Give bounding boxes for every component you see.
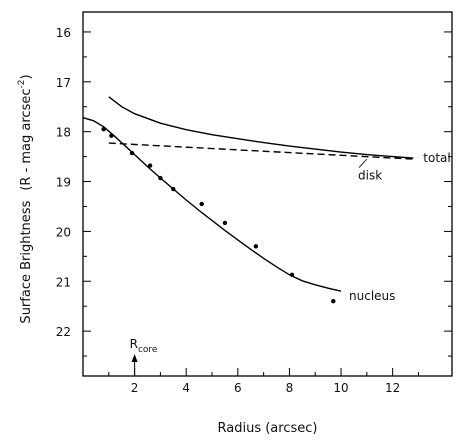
y-axis-label-units: (R - mag arcsec xyxy=(19,88,34,190)
series-label-disk: disk xyxy=(358,169,382,183)
data-point xyxy=(147,163,153,168)
annotations: total disk nucleus Rcore xyxy=(130,151,451,376)
tick-labels: 2 4 6 8 10 12 16 17 18 19 20 21 22 xyxy=(56,26,401,395)
y-axis-label: Surface Brightness (R - mag arcsec-2) xyxy=(17,74,34,323)
data-point xyxy=(101,126,106,132)
y-tick-label: 21 xyxy=(56,275,71,289)
x-tick-label: 8 xyxy=(286,381,294,395)
data-point xyxy=(253,244,259,249)
series-line-total xyxy=(108,96,414,159)
data-points xyxy=(101,126,336,304)
y-axis-label-main: Surface Brightness xyxy=(19,200,34,323)
series-line-nucleus xyxy=(82,117,342,292)
data-point xyxy=(199,201,204,207)
x-tick-label: 10 xyxy=(333,381,348,395)
y-tick-label: 20 xyxy=(56,225,71,239)
series-lines xyxy=(82,96,414,292)
data-point xyxy=(222,220,228,226)
y-tick-label: 16 xyxy=(56,26,71,40)
y-tick-label: 18 xyxy=(56,126,71,140)
plot-frame xyxy=(82,11,453,377)
axis-ticks xyxy=(83,31,452,376)
y-axis-label-units-sup: -2 xyxy=(17,80,27,89)
rcore-arrow-head xyxy=(131,354,138,362)
x-tick-label: 12 xyxy=(385,381,400,395)
y-tick-label: 22 xyxy=(56,325,71,339)
series-line-disk xyxy=(108,142,414,160)
series-label-total: total xyxy=(423,151,450,165)
rcore-label-main: R xyxy=(130,337,138,351)
series-label-nucleus: nucleus xyxy=(349,289,395,303)
disk-leader-line xyxy=(358,158,368,168)
x-tick-label: 6 xyxy=(234,381,242,395)
y-axis-label-units-close: ) xyxy=(19,74,34,79)
rcore-label: Rcore xyxy=(130,337,158,355)
x-axis-label: Radius (arcsec) xyxy=(218,421,318,436)
data-point xyxy=(158,175,163,181)
data-point xyxy=(289,272,295,277)
y-tick-label: 19 xyxy=(56,176,71,190)
data-point xyxy=(331,299,336,304)
x-tick-label: 4 xyxy=(182,381,190,395)
x-tick-label: 2 xyxy=(131,381,139,395)
rcore-label-sub: core xyxy=(138,345,158,355)
data-point xyxy=(129,150,135,156)
data-point xyxy=(171,186,176,192)
data-point xyxy=(109,133,114,138)
y-tick-label: 17 xyxy=(56,76,71,90)
